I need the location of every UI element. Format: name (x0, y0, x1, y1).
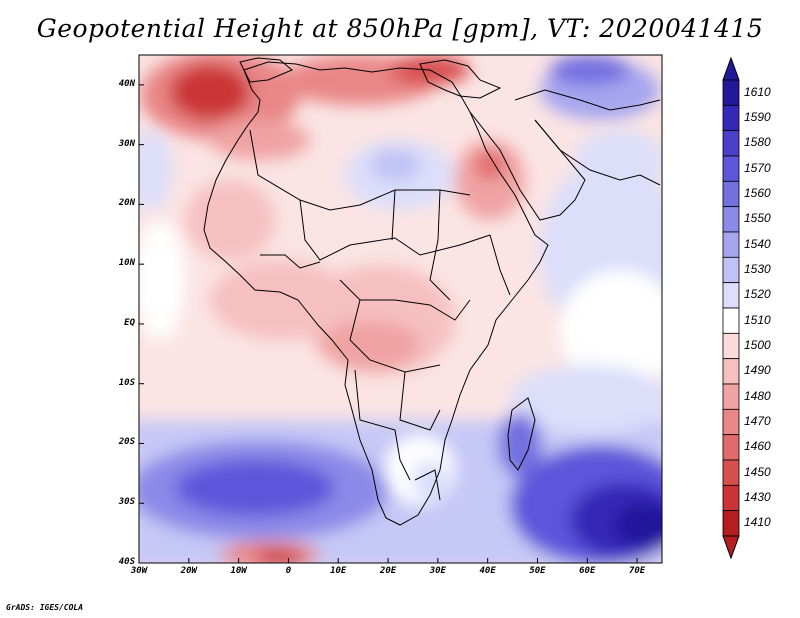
lat-tick-label: 30S (118, 497, 135, 508)
lon-tick-label: 70E (628, 566, 646, 576)
map-frame (138, 54, 663, 564)
lon-tick-label: 20W (180, 566, 197, 576)
colorbar-label: 1560 (744, 186, 771, 200)
colorbar-swatch (722, 130, 740, 157)
lat-tick-label: 10S (118, 377, 135, 388)
colorbar-label: 1550 (744, 211, 771, 226)
colorbar-max-arrow (722, 56, 740, 81)
colorbar-swatch (722, 180, 740, 208)
lat-tick-label: 40N (118, 78, 135, 89)
grads-credit: GrADS: IGES/COLA (6, 603, 84, 612)
colorbar-label: 1450 (744, 464, 771, 479)
colorbar-swatch (722, 231, 740, 258)
colorbar-label: 1480 (744, 388, 771, 403)
colorbar-label: 1520 (744, 287, 771, 302)
colorbar-label: 1570 (744, 160, 771, 175)
lon-tick-label: 0 (285, 566, 292, 576)
lon-tick-label: 10W (230, 566, 247, 576)
colorbar-swatch (722, 206, 740, 233)
lat-tick-label: 10N (118, 258, 135, 269)
colorbar (722, 56, 740, 560)
lon-tick-label: 60E (579, 566, 596, 576)
lon-tick-label: 10E (330, 566, 347, 576)
colorbar-label: 1460 (744, 439, 771, 454)
coastlines (203, 57, 661, 526)
lon-tick-label: 30E (429, 566, 446, 576)
colorbar-label: 1470 (744, 414, 771, 428)
colorbar-min-arrow (722, 535, 740, 560)
colorbar-label: 1590 (744, 110, 771, 124)
colorbar-swatch (722, 307, 740, 334)
lat-tick-label: 20N (118, 198, 135, 209)
colorbar-label: 1430 (744, 490, 771, 504)
lon-tick-label: 20E (379, 566, 397, 576)
colorbar-swatch (722, 434, 740, 461)
colorbar-swatch (722, 484, 740, 512)
colorbar-label: 1510 (744, 312, 771, 327)
colorbar-swatch (722, 332, 740, 360)
colorbar-swatch (722, 256, 740, 284)
lon-tick-label: 30W (130, 566, 148, 576)
colorbar-swatch (722, 383, 740, 410)
colorbar-swatch (722, 104, 740, 132)
height-field (139, 55, 662, 563)
colorbar-label: 1580 (744, 135, 771, 150)
colorbar-label: 1500 (744, 338, 771, 352)
lat-tick-label: 20S (118, 437, 135, 448)
colorbar-label: 1540 (744, 236, 771, 251)
colorbar-swatch (722, 408, 740, 436)
colorbar-label: 1530 (744, 262, 771, 276)
colorbar-swatch (722, 358, 740, 385)
map-title: Geopotential Height at 850hPa [gpm], VT:… (36, 14, 764, 43)
colorbar-swatch (722, 459, 740, 486)
colorbar-swatch (722, 79, 740, 106)
colorbar-swatch (722, 155, 740, 182)
lon-tick-label: 50E (529, 566, 546, 576)
lat-tick-label: 30N (118, 138, 135, 149)
lon-tick-label: 40E (479, 566, 496, 576)
colorbar-swatch (722, 510, 740, 537)
lat-tick-label: EQ (124, 317, 135, 328)
lat-tick-label: 40S (118, 557, 135, 567)
colorbar-label: 1610 (744, 84, 771, 99)
colorbar-label: 1490 (744, 363, 771, 378)
colorbar-label: 1410 (744, 515, 771, 530)
colorbar-swatch (722, 282, 740, 309)
